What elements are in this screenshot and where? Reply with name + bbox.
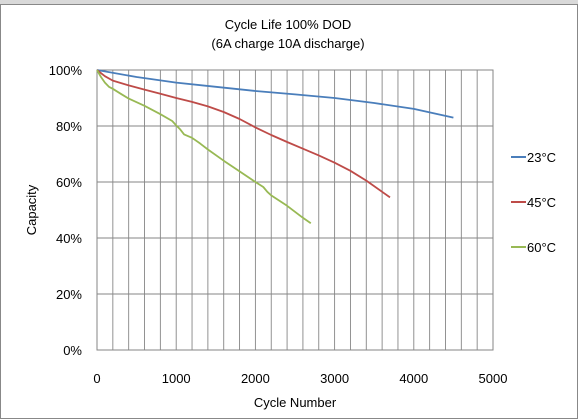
- series-lines: [96, 69, 454, 224]
- legend: 23°C 45°C 60°C: [511, 150, 556, 255]
- x-tick-label: 3000: [320, 371, 349, 386]
- x-tick-label: 0: [93, 371, 100, 386]
- chart-subtitle: (6A charge 10A discharge): [211, 36, 364, 51]
- x-tick-label: 1000: [162, 371, 191, 386]
- y-tick-label: 60%: [56, 175, 82, 190]
- series-line-3: [96, 69, 312, 224]
- x-tick-label: 2000: [241, 371, 270, 386]
- x-tick-label: 4000: [399, 371, 428, 386]
- y-tick-label: 100%: [49, 63, 83, 78]
- legend-label: 60°C: [527, 240, 556, 255]
- x-axis-label: Cycle Number: [254, 395, 337, 410]
- y-axis-label: Capacity: [24, 184, 39, 235]
- series-line-1: [96, 69, 454, 119]
- window-top-band: [0, 0, 578, 5]
- y-tick-labels: 0% 20% 40% 60% 80% 100%: [49, 63, 83, 358]
- series-line-2: [96, 69, 391, 199]
- x-tick-label: 5000: [479, 371, 508, 386]
- chart-title: Cycle Life 100% DOD: [225, 17, 351, 32]
- y-tick-label: 0%: [63, 343, 82, 358]
- legend-label: 23°C: [527, 150, 556, 165]
- x-tick-labels: 0 1000 2000 3000 4000 5000: [93, 371, 507, 386]
- y-tick-label: 20%: [56, 287, 82, 302]
- y-tick-label: 40%: [56, 231, 82, 246]
- plot-area-border: [96, 69, 494, 351]
- horizontal-gridlines: [97, 125, 493, 295]
- legend-label: 45°C: [527, 195, 556, 210]
- vertical-gridlines: [112, 70, 478, 350]
- y-tick-label: 80%: [56, 119, 82, 134]
